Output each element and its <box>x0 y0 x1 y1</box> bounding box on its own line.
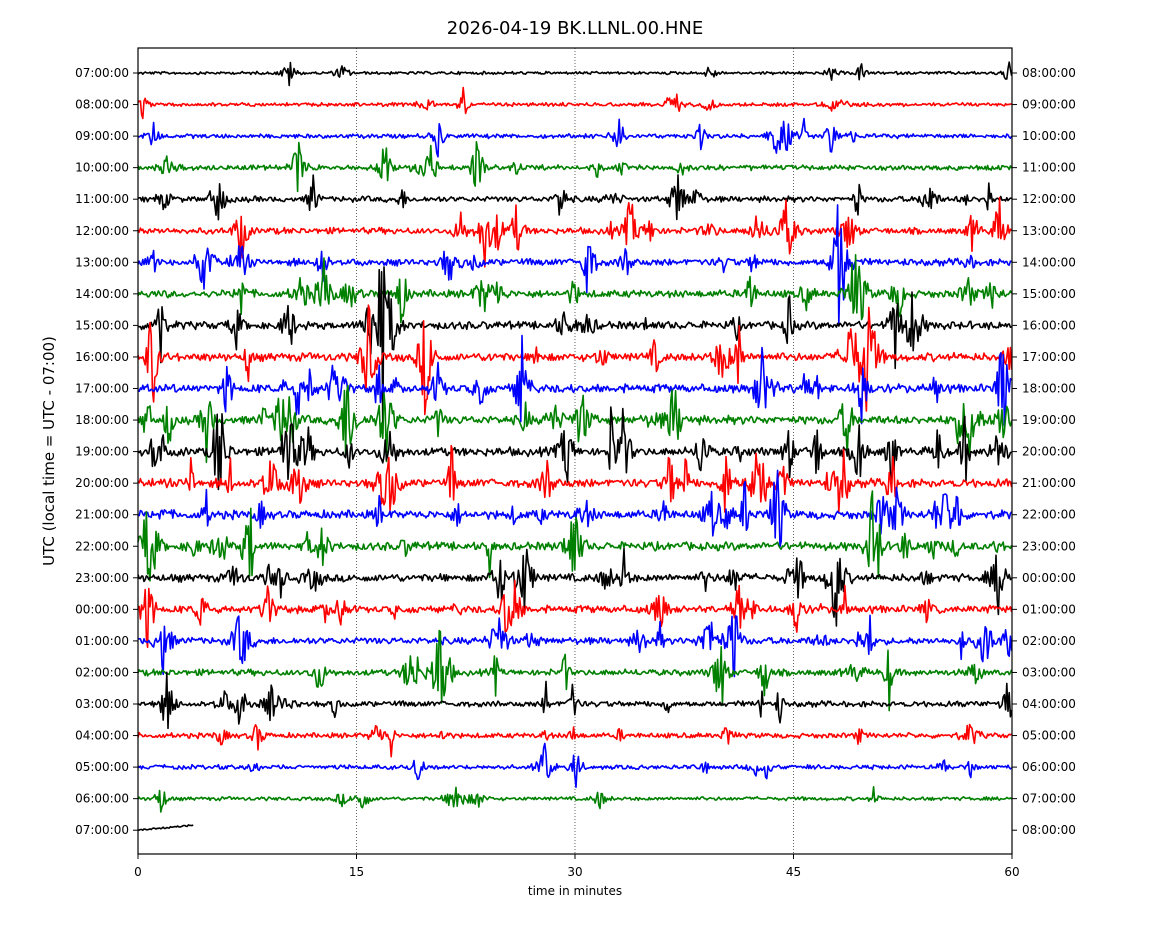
right-time-label: 23:00:00 <box>1022 539 1076 553</box>
trace-line <box>137 547 1013 627</box>
trace-line <box>137 786 1013 813</box>
trace-line <box>137 174 1012 221</box>
trace-line <box>137 196 1013 268</box>
traces <box>137 61 1013 832</box>
left-time-label: 09:00:00 <box>75 129 129 143</box>
left-time-label: 05:00:00 <box>75 760 129 774</box>
left-time-label: 14:00:00 <box>75 287 129 301</box>
trace-line <box>137 723 1013 758</box>
trace-line <box>137 334 1013 427</box>
right-time-labels: 08:00:00 09:00:00 10:00:00 11:00:00 12:00:00… <box>1012 66 1076 837</box>
trace-line <box>137 671 1013 730</box>
left-time-label: 02:00:00 <box>75 665 129 679</box>
trace-line <box>137 384 1013 463</box>
right-time-label: 17:00:00 <box>1022 350 1076 364</box>
left-time-label: 03:00:00 <box>75 697 129 711</box>
trace-line <box>137 742 1013 788</box>
trace-line <box>137 304 1013 416</box>
left-time-label: 01:00:00 <box>75 634 129 648</box>
right-time-label: 07:00:00 <box>1022 792 1076 806</box>
x-tick-label: 0 <box>134 865 142 879</box>
left-time-label: 12:00:00 <box>75 224 129 238</box>
right-time-label: 02:00:00 <box>1022 634 1076 648</box>
right-time-label: 08:00:00 <box>1022 66 1076 80</box>
right-time-label: 12:00:00 <box>1022 192 1076 206</box>
left-time-label: 19:00:00 <box>75 445 129 459</box>
trace-line <box>137 141 1013 193</box>
left-time-label: 22:00:00 <box>75 539 129 553</box>
left-time-label: 23:00:00 <box>75 571 129 585</box>
left-time-label: 15:00:00 <box>75 318 129 332</box>
left-time-label: 00:00:00 <box>75 602 129 616</box>
right-time-label: 01:00:00 <box>1022 602 1076 616</box>
right-time-label: 13:00:00 <box>1022 224 1076 238</box>
left-time-label: 21:00:00 <box>75 508 129 522</box>
trace-line <box>137 469 1013 548</box>
x-axis-ticks: 0 15 30 45 60 <box>134 854 1020 879</box>
trace-line <box>137 824 194 832</box>
trace-line <box>137 490 1013 582</box>
right-time-label: 22:00:00 <box>1022 508 1076 522</box>
x-tick-label: 60 <box>1004 865 1019 879</box>
left-time-label: 20:00:00 <box>75 476 129 490</box>
trace-line <box>138 117 1013 158</box>
trace-line <box>137 444 1013 513</box>
right-time-label: 04:00:00 <box>1022 697 1076 711</box>
right-time-label: 09:00:00 <box>1022 98 1076 112</box>
trace-line <box>137 266 1012 435</box>
y-axis-label: UTC (local time = UTC - 07:00) <box>40 336 58 566</box>
trace-line <box>137 204 1012 326</box>
right-time-label: 20:00:00 <box>1022 445 1076 459</box>
x-axis-label: time in minutes <box>528 884 622 898</box>
left-time-label: 18:00:00 <box>75 413 129 427</box>
right-time-label: 05:00:00 <box>1022 729 1076 743</box>
left-time-label: 08:00:00 <box>75 98 129 112</box>
right-time-label: 16:00:00 <box>1022 318 1076 332</box>
right-time-label: 14:00:00 <box>1022 255 1076 269</box>
left-time-label: 11:00:00 <box>75 192 129 206</box>
left-time-label: 07:00:00 <box>75 823 129 837</box>
right-time-label: 15:00:00 <box>1022 287 1076 301</box>
chart-title: 2026-04-19 BK.LLNL.00.HNE <box>447 18 703 39</box>
right-time-label: 18:00:00 <box>1022 382 1076 396</box>
left-time-label: 06:00:00 <box>75 792 129 806</box>
trace-line <box>137 406 1012 491</box>
left-time-label: 04:00:00 <box>75 729 129 743</box>
left-time-label: 10:00:00 <box>75 161 129 175</box>
left-time-labels: 07:00:00 08:00:00 09:00:00 10:00:00 11:00:00… <box>75 66 138 837</box>
left-time-label: 13:00:00 <box>75 255 129 269</box>
trace-line <box>137 61 1013 87</box>
left-time-label: 07:00:00 <box>75 66 129 80</box>
trace-line <box>137 86 1012 120</box>
right-time-label: 03:00:00 <box>1022 665 1076 679</box>
right-time-label: 08:00:00 <box>1022 823 1076 837</box>
trace-line <box>137 614 1013 678</box>
right-time-label: 00:00:00 <box>1022 571 1076 585</box>
x-tick-label: 45 <box>786 865 801 879</box>
x-tick-label: 30 <box>567 865 582 879</box>
x-tick-label: 15 <box>349 865 364 879</box>
trace-line <box>137 579 1013 649</box>
right-time-label: 06:00:00 <box>1022 760 1076 774</box>
right-time-label: 19:00:00 <box>1022 413 1076 427</box>
right-time-label: 10:00:00 <box>1022 129 1076 143</box>
trace-line <box>137 629 1013 712</box>
left-time-label: 17:00:00 <box>75 382 129 396</box>
right-time-label: 11:00:00 <box>1022 161 1076 175</box>
trace-line <box>137 254 1013 324</box>
left-time-label: 16:00:00 <box>75 350 129 364</box>
right-time-label: 21:00:00 <box>1022 476 1076 490</box>
